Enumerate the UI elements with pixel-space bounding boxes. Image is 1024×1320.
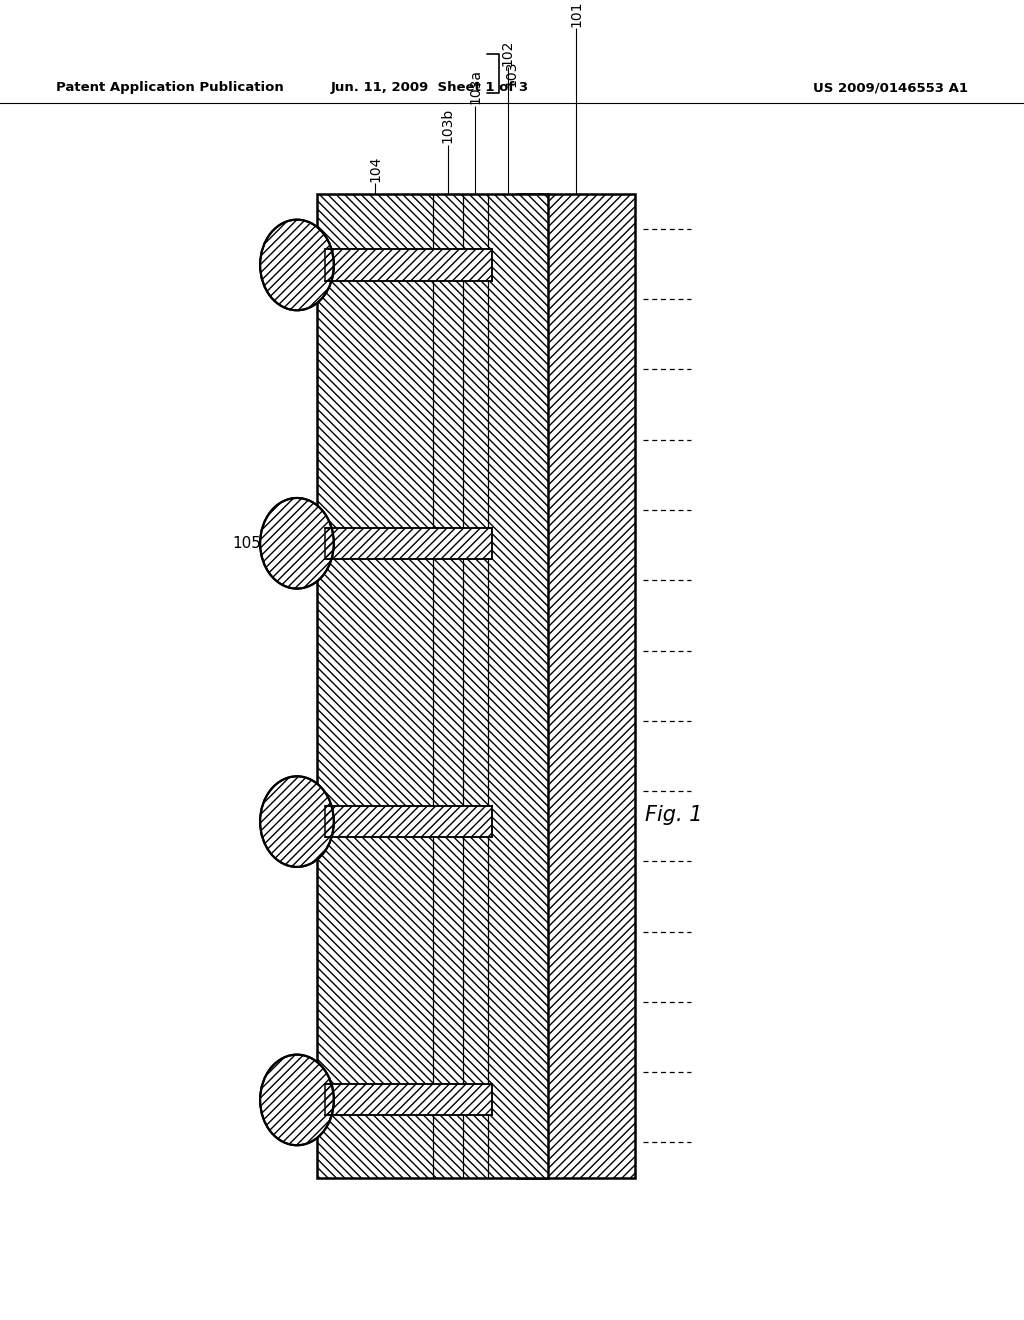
Text: Fig. 1: Fig. 1	[645, 805, 702, 825]
Bar	[325, 249, 492, 281]
Text: Patent Application Publication: Patent Application Publication	[56, 81, 284, 94]
Text: 105: 105	[232, 536, 261, 550]
Text: 102: 102	[501, 40, 515, 66]
Text: 104: 104	[368, 156, 382, 182]
Bar	[325, 807, 492, 837]
Ellipse shape	[260, 219, 334, 310]
Text: 103: 103	[505, 61, 518, 87]
Text: 103a: 103a	[468, 70, 482, 104]
Bar	[325, 1085, 492, 1115]
Bar	[325, 528, 492, 558]
Text: 101: 101	[569, 0, 583, 26]
Ellipse shape	[260, 776, 334, 867]
Bar	[517, 194, 635, 1177]
Bar	[317, 194, 548, 1177]
Ellipse shape	[260, 498, 334, 589]
Text: US 2009/0146553 A1: US 2009/0146553 A1	[813, 81, 968, 94]
Ellipse shape	[260, 1055, 334, 1146]
Text: Jun. 11, 2009  Sheet 1 of 3: Jun. 11, 2009 Sheet 1 of 3	[331, 81, 529, 94]
Bar	[325, 807, 492, 837]
Bar	[325, 249, 492, 281]
Bar	[325, 1085, 492, 1115]
Bar	[325, 528, 492, 558]
Text: 103b: 103b	[440, 108, 455, 144]
